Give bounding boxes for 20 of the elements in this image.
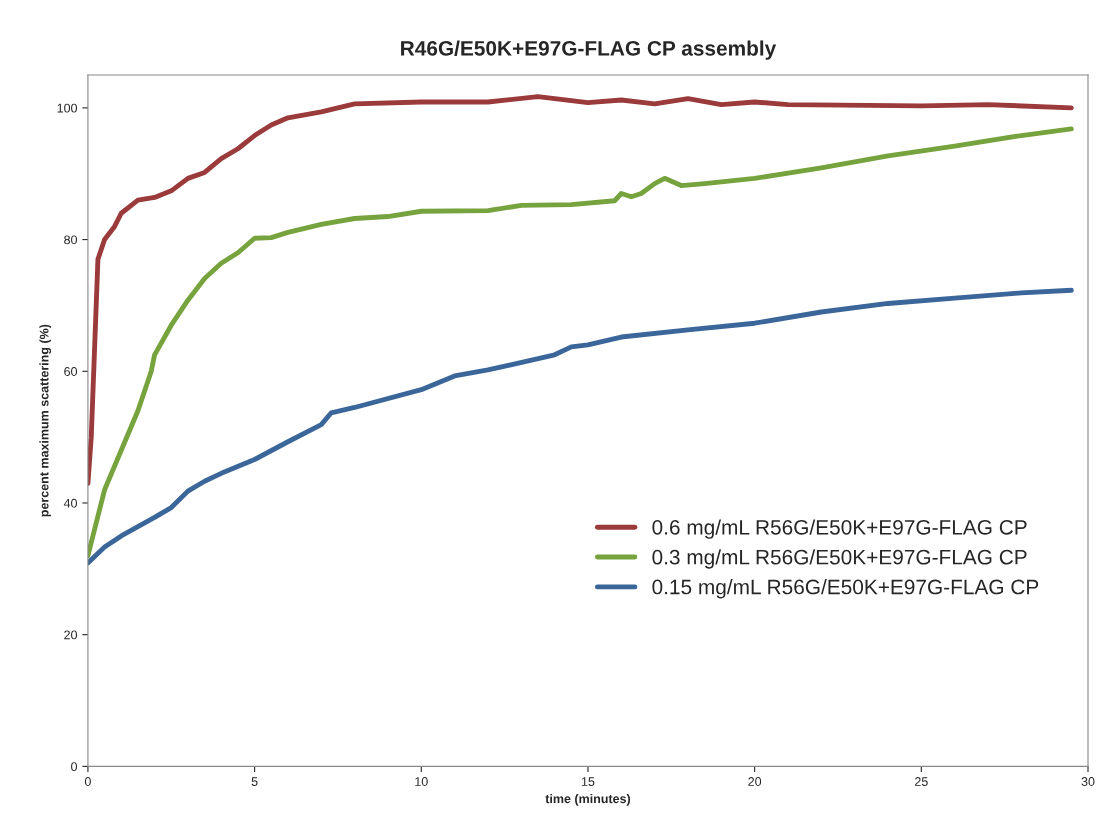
y-tick-label: 20: [64, 630, 78, 640]
y-tick-label: 80: [64, 235, 78, 245]
y-tick-label: 60: [64, 367, 78, 376]
y-tick-label: 100: [57, 103, 78, 113]
chart-title: R46G/E50K+E97G-FLAG CP assembly: [401, 40, 777, 60]
y-axis-title: percent maximum scattering (%): [39, 324, 52, 517]
x-tick-label: 20: [748, 777, 762, 786]
x-tick-label: 25: [915, 777, 928, 786]
line-series: [87, 94, 1074, 486]
x-tick-label: 5: [251, 777, 258, 786]
x-tick-label: 15: [581, 777, 595, 786]
legend-label: 0.6 mg/mL R56G/E50K+E97G-FLAG CP: [652, 519, 1027, 539]
y-tick-label: 0: [71, 762, 78, 772]
x-axis-title: time (minutes): [545, 793, 631, 806]
x-tick-label: 30: [1081, 777, 1095, 786]
x-tick-label: 0: [84, 777, 91, 786]
y-tick-label: 40: [63, 498, 78, 508]
legend-label: 0.15 mg/mL R56G/E50K+E97G-FLAG CP: [652, 579, 1039, 599]
x-tick-label: 10: [415, 777, 428, 786]
legend-label: 0.3 mg/mL R56G/E50K+E97G-FLAG CP: [652, 549, 1027, 569]
